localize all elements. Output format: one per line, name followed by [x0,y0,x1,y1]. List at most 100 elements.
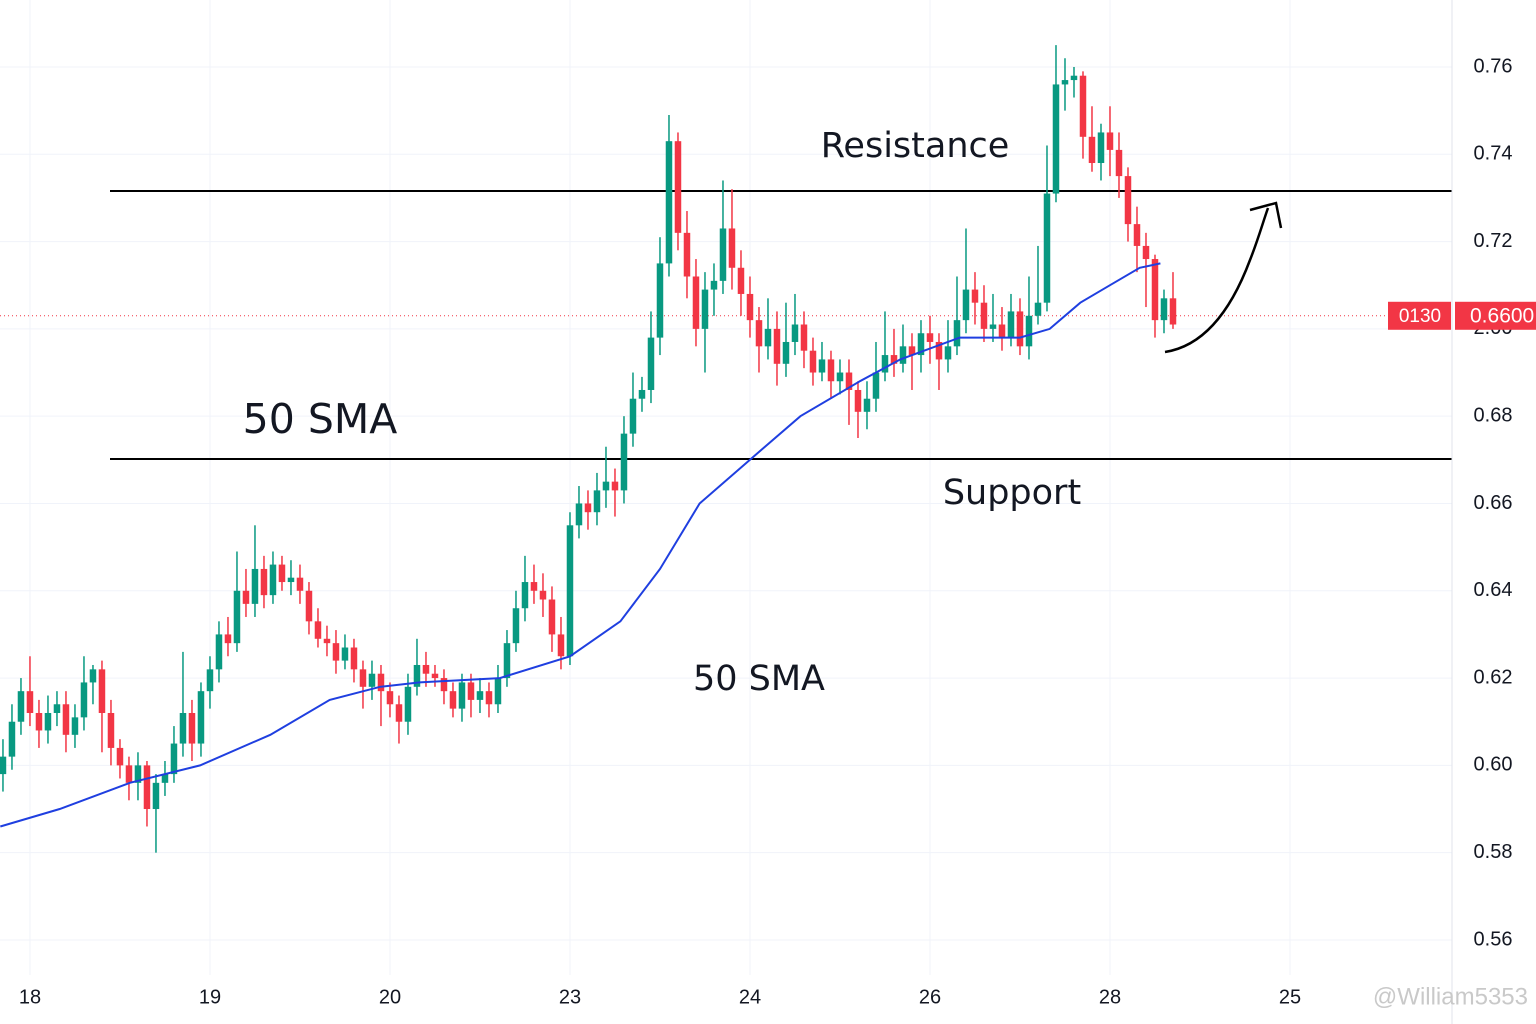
candle-body [503,643,511,679]
candle-body [404,686,412,722]
candle-body [107,712,115,748]
candle-body [683,232,691,277]
candle-body [809,350,817,373]
candle-body [0,756,7,775]
candle-body [269,564,277,596]
x-tick-label: 28 [1099,986,1121,1008]
x-tick-label: 24 [739,986,761,1008]
candle-body [125,765,133,783]
candle-body [134,765,142,783]
annotation: 50 SMA [693,659,825,699]
candle-body [710,280,718,290]
candle-body [746,293,754,321]
candle-body [899,346,907,364]
candle-body [89,669,97,683]
candle-body [431,673,439,679]
candle-body [1142,245,1150,260]
candle-body [440,678,448,692]
candle-body [161,774,169,783]
candle-body [467,682,475,700]
candle-body [215,634,223,670]
candle-body [1088,136,1096,164]
candle-body [998,324,1006,338]
candle-body [35,712,43,731]
candle-body [179,712,187,744]
candle-body [341,647,349,661]
arrow-head [1249,201,1283,229]
candle-body [98,669,106,713]
candle-body [872,372,880,399]
y-tick-label: 0.76 [1474,55,1513,77]
candle-body [305,590,313,622]
annotation: 50 SMA [243,395,398,443]
candle-body [233,590,241,644]
candle-body [701,289,709,329]
candle-body [575,503,583,526]
candle-body [422,664,430,674]
candle-body [1160,298,1168,321]
candle-body [602,481,610,491]
candle-body [1061,80,1069,85]
candle-body [80,682,88,718]
candle-body [17,691,25,722]
candle-body [314,621,322,639]
candle-body [953,320,961,347]
x-tick-label: 18 [19,986,41,1008]
candle-body [1151,259,1159,321]
candle-body [863,398,871,412]
candle-body [1043,193,1051,303]
x-tick-label: 25 [1279,986,1301,1008]
candle-body [350,647,358,670]
y-tick-label: 0.62 [1474,666,1513,688]
candle-body [152,782,160,810]
candle-body [368,673,376,687]
candle-body [512,608,520,644]
candle-body [1079,75,1087,137]
y-tick-label: 0.64 [1474,579,1513,601]
candle-body [386,691,394,705]
candle-body [737,267,745,294]
candle-body [224,634,232,644]
y-tick-label: 0.72 [1474,230,1513,252]
candle-body [485,691,493,705]
candle-body [845,372,853,390]
candle-body [818,359,826,373]
candle-body [116,747,124,766]
candle-body [773,328,781,364]
candle-body [1034,302,1042,316]
candle-body [1115,149,1123,177]
candle-body [890,355,898,364]
x-tick-label: 23 [559,986,581,1008]
candle-body [935,341,943,360]
candle-body [728,228,736,268]
candle-body [791,324,799,342]
candle-body [377,673,385,692]
grid [0,0,1452,975]
annotation: Resistance [821,126,1010,166]
price-tag-box [1388,301,1451,330]
candle-body [449,691,457,709]
candle-body [395,704,403,722]
candle-body [8,721,16,757]
candle-body [755,320,763,347]
candle-body [971,289,979,303]
candle-body [638,389,646,399]
x-tick-label: 26 [919,986,941,1008]
candle-body [1097,132,1105,164]
candle-body [332,643,340,661]
candle-body [323,638,331,644]
candle-body [26,691,34,713]
candle-body [260,568,268,596]
candle-body [251,568,259,604]
candle-body [629,398,637,434]
watermark: @William5353 [1373,983,1528,1010]
candle-body [143,765,151,810]
x-tick-label: 19 [199,986,221,1008]
candle-body [827,359,835,382]
candle-body [557,634,565,657]
candle-body [1007,311,1015,338]
candle-body [764,328,772,347]
candle-body [665,141,673,264]
candle-body [359,669,367,687]
candle-body [548,599,556,635]
